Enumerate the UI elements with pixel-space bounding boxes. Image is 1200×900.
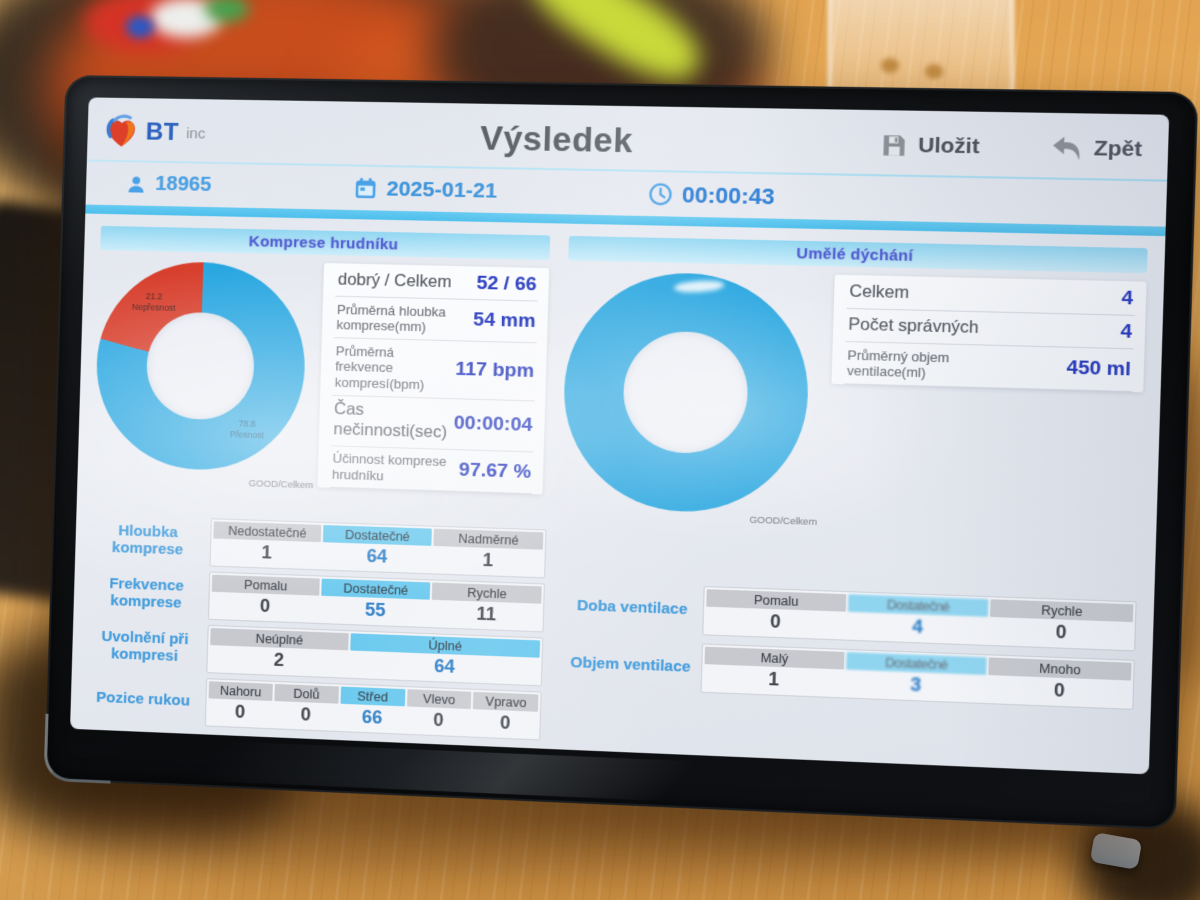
table-cell: Nadměrné 1: [433, 528, 544, 575]
stat-label: Průměrná hloubka komprese(mm): [336, 301, 447, 335]
table-cell: Malý 1: [704, 646, 845, 696]
background-green-object: [205, 0, 249, 22]
stat-label: Průměrný objem ventilace(ml): [846, 346, 950, 381]
table-row: Hloubka komprese Nedostatečné 1 Dostateč…: [91, 514, 547, 579]
compression-donut-bad-label: 21.2 Nepřesnost: [131, 291, 176, 313]
ventilation-detail-table: Doba ventilace Pomalu 0 Dostatečné 4: [565, 581, 1137, 718]
stat-label: dobrý / Celkem: [337, 270, 452, 291]
section-compression-header: Komprese hrudníku: [100, 225, 551, 260]
ventilation-donut: [561, 270, 812, 516]
stat-label: Celkem: [849, 281, 910, 302]
table-cell: Nahoru 0: [208, 681, 273, 726]
calendar-icon: [354, 177, 378, 201]
stat-row: dobrý / Celkem 52 / 66: [335, 264, 540, 302]
back-button-label: Zpět: [1093, 136, 1143, 162]
stat-label: Účinnost komprese hrudníku: [331, 450, 447, 484]
table-cell: Rychle 11: [431, 582, 543, 630]
stat-value: 54 mm: [472, 309, 536, 333]
row-label: Uvolnění při kompresi: [101, 627, 189, 665]
person-icon: [126, 174, 147, 194]
row-label: Pozice rukou: [96, 689, 191, 711]
stat-label: Průměrná frekvence kompresí(bpm): [334, 342, 425, 393]
row-label: Frekvence komprese: [109, 574, 185, 612]
stat-value: 4: [1121, 286, 1134, 310]
save-floppy-icon: [879, 132, 908, 159]
session-date-value: 2025-01-21: [386, 176, 498, 203]
table-cell-highlight: Dostatečné 64: [322, 525, 433, 571]
table-cell: Rychle 0: [990, 599, 1134, 648]
user-id: 18965: [126, 172, 354, 200]
brand-inc: inc: [185, 124, 206, 143]
table-cell-highlight: Dostatečné 4: [847, 594, 989, 643]
tablet: BT inc Výsledek: [43, 75, 1199, 830]
table-cell: Vpravo 0: [472, 691, 539, 737]
table-cell: Vlevo 0: [406, 689, 472, 734]
table-cell-highlight: Úplné 64: [350, 633, 541, 683]
back-arrow-icon: [1050, 135, 1083, 163]
row-label: Objem ventilace: [570, 654, 691, 677]
table-cell: Dolů 0: [273, 683, 339, 729]
stat-row: Průměrná hloubka komprese(mm) 54 mm: [334, 296, 539, 344]
stat-value: 117 bpm: [455, 358, 535, 383]
compression-detail-table: Hloubka komprese Nedostatečné 1 Dostateč…: [86, 514, 547, 745]
stat-label: Počet správných: [848, 314, 980, 337]
toolbar: Uložit Zpět: [807, 131, 1152, 164]
section-ventilation: Umělé dýchání GOOD/Celkem Celkem 4: [561, 235, 1148, 539]
table-cell: Nedostatečné 1: [213, 521, 322, 567]
ventilation-stats-card: Celkem 4 Počet správných 4 Průměrný obje…: [831, 274, 1147, 393]
table-cell: Mnoho 0: [988, 657, 1132, 706]
session-duration-value: 00:00:43: [681, 181, 776, 209]
stat-label: Čas nečinnosti(sec): [333, 400, 448, 442]
compression-donut-good-label: 78.8 Přesnost: [229, 418, 264, 441]
page-title: Výsledek: [479, 118, 634, 160]
table-cell-highlight: Dostatečné 55: [321, 578, 431, 625]
stat-value: 450 ml: [1066, 357, 1132, 381]
clock-icon: [648, 182, 673, 206]
ventilation-donut-chart: GOOD/Celkem: [561, 269, 821, 528]
compression-donut-caption: GOOD/Celkem: [248, 478, 314, 492]
section-compression: Komprese hrudníku 21.2 Nepřesnost 78.8: [93, 225, 551, 519]
compression-donut-chart: 21.2 Nepřesnost 78.8 Přesnost GOOD/Celke…: [93, 258, 316, 491]
brand-bt: BT: [145, 118, 180, 147]
section-ventilation-header: Umělé dýchání: [568, 235, 1148, 274]
background-blue-object: [126, 16, 154, 38]
back-button[interactable]: Zpět: [1050, 135, 1142, 164]
save-button-label: Uložit: [917, 133, 980, 159]
stat-value: 52 / 66: [476, 272, 537, 295]
row-label: Hloubka komprese: [111, 521, 184, 559]
stat-value: 4: [1120, 320, 1133, 343]
stat-row: Průměrný objem ventilace(ml) 450 ml: [844, 342, 1134, 393]
stat-row: Průměrná frekvence kompresí(bpm) 117 bpm: [332, 338, 537, 402]
table-cell: Neúplné 2: [209, 627, 350, 676]
heart-logo-icon: [103, 114, 140, 151]
save-button[interactable]: Uložit: [879, 132, 980, 161]
session-date: 2025-01-21: [354, 176, 649, 206]
table-cell: Pomalu 0: [706, 589, 847, 637]
table-row: Objem ventilace Malý 1 Dostatečné 3: [565, 638, 1135, 710]
app-screen: BT inc Výsledek: [70, 97, 1170, 775]
row-label: Doba ventilace: [576, 597, 688, 619]
stat-value: 97.67 %: [458, 459, 532, 483]
table-cell-highlight: Dostatečné 3: [845, 652, 988, 701]
stat-row: Účinnost komprese hrudníku 97.67 %: [329, 445, 534, 494]
stat-value: 00:00:04: [453, 412, 533, 437]
user-id-value: 18965: [155, 172, 212, 197]
ventilation-donut-caption: GOOD/Celkem: [749, 514, 818, 529]
compression-stats-card: dobrý / Celkem 52 / 66 Průměrná hloubka …: [317, 263, 550, 495]
session-duration: 00:00:43: [648, 181, 775, 210]
brand-logo: BT inc: [103, 114, 311, 154]
stat-row: Čas nečinnosti(sec) 00:00:04: [330, 395, 536, 453]
table-cell: Pomalu 0: [211, 574, 320, 621]
table-cell-highlight: Střed 66: [339, 686, 406, 732]
